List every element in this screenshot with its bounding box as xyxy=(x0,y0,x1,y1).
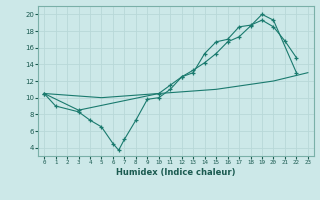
X-axis label: Humidex (Indice chaleur): Humidex (Indice chaleur) xyxy=(116,168,236,177)
